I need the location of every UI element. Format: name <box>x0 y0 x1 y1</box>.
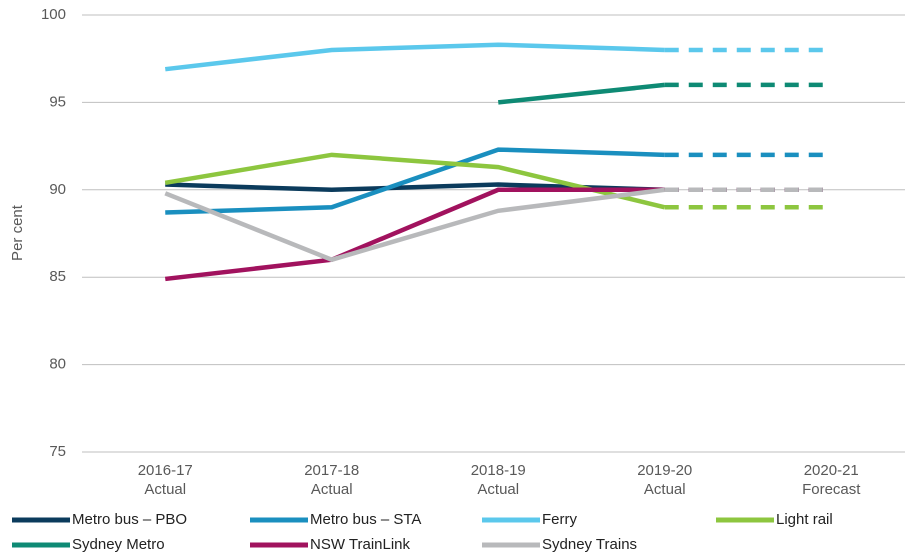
x-tick-label: Actual <box>477 481 519 498</box>
x-tick-label: 2016-17 <box>138 462 193 479</box>
x-tick-label: 2019-20 <box>637 462 692 479</box>
legend-label: Sydney Trains <box>542 536 637 553</box>
legend-label: Metro bus – PBO <box>72 511 187 528</box>
y-tick-label: 100 <box>41 6 66 23</box>
x-tick-label: Actual <box>311 481 353 498</box>
y-tick-label: 90 <box>49 181 66 198</box>
legend-label: Ferry <box>542 511 577 528</box>
x-tick-label: Forecast <box>802 481 861 498</box>
series-line <box>164 42 665 72</box>
x-tick-label: Actual <box>144 481 186 498</box>
x-tick-label: 2017-18 <box>304 462 359 479</box>
y-tick-label: 75 <box>49 443 66 460</box>
legend-label: Light rail <box>776 511 833 528</box>
series-line <box>164 152 666 210</box>
series-line <box>165 147 665 215</box>
legend-label: Metro bus – STA <box>310 511 421 528</box>
y-tick-label: 95 <box>49 93 66 110</box>
y-axis-label: Per cent <box>9 204 26 261</box>
x-tick-label: 2018-19 <box>471 462 526 479</box>
legend-label: Sydney Metro <box>72 536 165 553</box>
y-tick-label: 80 <box>49 356 66 373</box>
legend: Metro bus – PBO Metro bus – STA Ferry Light… <box>12 511 833 553</box>
y-tick-label: 85 <box>49 268 66 285</box>
legend-label: NSW TrainLink <box>310 536 411 553</box>
x-tick-label: 2020-21 <box>804 462 859 479</box>
series-line <box>164 187 666 263</box>
series-line <box>164 187 665 282</box>
series-line <box>498 82 665 105</box>
x-tick-label: Actual <box>644 481 686 498</box>
